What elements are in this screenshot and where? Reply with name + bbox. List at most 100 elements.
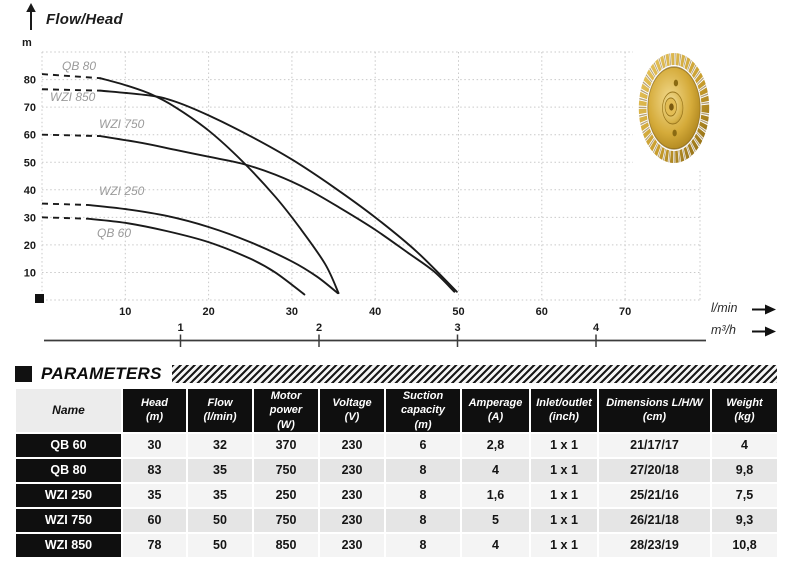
table-row-qb-60: QB 60 30 32 370 230 6 2,8 1 x 1 21/17/17 4 — [16, 433, 777, 457]
value-cell-voltage: 230 — [320, 458, 384, 482]
table-row-qb-80: QB 80 83 35 750 230 8 4 1 x 1 27/20/18 9,8 — [16, 458, 777, 482]
curve-label-wzi-750: WZI 750 — [99, 117, 145, 131]
y-tick-label: 20 — [24, 240, 36, 252]
value-cell-head: 78 — [123, 533, 186, 557]
table-header: Name Head (m) Flow (l/min) Motor power (W) Volt… — [16, 389, 777, 432]
value-cell-amperage: 4 — [462, 533, 529, 557]
column-header-weight: Weight (kg) — [712, 389, 777, 432]
value-cell-suction-capacity: 8 — [386, 508, 460, 532]
x2-tick-label: 3 — [454, 322, 460, 334]
pump-name-cell: WZI 750 — [16, 508, 121, 532]
table-row-wzi-250: WZI 250 35 35 250 230 8 1,6 1 x 1 25/21/16 7,5 — [16, 483, 777, 507]
curve-wzi-850 — [99, 89, 458, 293]
parameters-table: Name Head (m) Flow (l/min) Motor power (W) Volt… — [14, 387, 779, 559]
column-header-inlet-outlet: Inlet/outlet (inch) — [531, 389, 597, 432]
x-tick-label: 60 — [536, 306, 548, 318]
value-cell-inlet-outlet: 1 x 1 — [531, 533, 597, 557]
brass-impeller-image — [633, 47, 711, 169]
black-square-bullet-icon — [15, 366, 32, 382]
value-cell-head: 83 — [123, 458, 186, 482]
x-axis-primary-unit-label: l/min — [711, 301, 738, 315]
chart-title: Flow/Head — [46, 11, 123, 28]
value-cell-flow: 50 — [188, 508, 252, 532]
value-cell-amperage: 1,6 — [462, 483, 529, 507]
curve-dashed-qb-60 — [41, 216, 88, 220]
y-tick-label: 70 — [24, 102, 36, 114]
column-header-amperage: Amperage (A) — [462, 389, 529, 432]
y-tick-label: 60 — [24, 130, 36, 142]
x-tick-label: 20 — [202, 306, 214, 318]
value-cell-amperage: 5 — [462, 508, 529, 532]
value-cell-inlet-outlet: 1 x 1 — [531, 433, 597, 457]
origin-square-marker — [35, 294, 44, 303]
value-cell-head: 30 — [123, 433, 186, 457]
x-tick-label: 50 — [452, 306, 464, 318]
y-tick-label: 80 — [24, 75, 36, 87]
value-cell-motor-power: 750 — [254, 508, 318, 532]
value-cell-flow: 50 — [188, 533, 252, 557]
value-cell-weight: 4 — [712, 433, 777, 457]
value-cell-motor-power: 370 — [254, 433, 318, 457]
pump-name-cell: QB 60 — [16, 433, 121, 457]
pump-name-cell: WZI 250 — [16, 483, 121, 507]
value-cell-motor-power: 850 — [254, 533, 318, 557]
table-body: QB 60 30 32 370 230 6 2,8 1 x 1 21/17/17 4 QB 80 83… — [16, 433, 777, 557]
x-tick-label: 30 — [286, 306, 298, 318]
value-cell-head: 35 — [123, 483, 186, 507]
value-cell-suction-capacity: 8 — [386, 533, 460, 557]
x-axis-secondary-unit-label: m³/h — [711, 323, 736, 337]
table-row-wzi-850: WZI 850 78 50 850 230 8 4 1 x 1 28/23/19 10,8 — [16, 533, 777, 557]
table-row-wzi-750: WZI 750 60 50 750 230 8 5 1 x 1 26/21/18 9,3 — [16, 508, 777, 532]
value-cell-flow: 35 — [188, 458, 252, 482]
value-cell-weight: 9,8 — [712, 458, 777, 482]
value-cell-dimensions-l-h-w: 25/21/16 — [599, 483, 710, 507]
value-cell-dimensions-l-h-w: 27/20/18 — [599, 458, 710, 482]
x-tick-label: 10 — [119, 306, 131, 318]
value-cell-voltage: 230 — [320, 508, 384, 532]
value-cell-weight: 9,3 — [712, 508, 777, 532]
curve-dashed-wzi-750 — [41, 133, 101, 138]
column-header-dimensions-l-h-w: Dimensions L/H/W (cm) — [599, 389, 710, 432]
hatched-divider-bar — [171, 365, 777, 383]
curve-wzi-250 — [86, 204, 339, 295]
pump-name-cell: WZI 850 — [16, 533, 121, 557]
value-cell-suction-capacity: 8 — [386, 458, 460, 482]
value-cell-suction-capacity: 8 — [386, 483, 460, 507]
right-arrow-icon — [752, 326, 776, 337]
x2-tick-label: 4 — [593, 322, 600, 334]
pump-curves-plot: 10 20 30 40 50 60 70 80 10 20 30 40 50 60 70 1 2 3 4 — [24, 51, 706, 347]
flow-head-chart: 10 20 30 40 50 60 70 80 10 20 30 40 50 60 70 1 2 3 4 Flow/… — [22, 3, 776, 347]
value-cell-flow: 35 — [188, 483, 252, 507]
x-tick-label: 40 — [369, 306, 381, 318]
value-cell-motor-power: 750 — [254, 458, 318, 482]
value-cell-suction-capacity: 6 — [386, 433, 460, 457]
up-arrow-icon — [26, 3, 36, 30]
curve-dashed-wzi-850 — [41, 88, 101, 92]
column-header-suction-capacity: Suction capacity (m) — [386, 389, 460, 432]
value-cell-inlet-outlet: 1 x 1 — [531, 508, 597, 532]
value-cell-weight: 7,5 — [712, 483, 777, 507]
curve-label-wzi-850: WZI 850 — [50, 90, 96, 104]
parameters-title: PARAMETERS — [41, 364, 162, 383]
curve-dashed-qb-80 — [41, 73, 101, 80]
y-tick-label: 50 — [24, 157, 36, 169]
value-cell-amperage: 2,8 — [462, 433, 529, 457]
value-cell-weight: 10,8 — [712, 533, 777, 557]
y-tick-label: 40 — [24, 185, 36, 197]
value-cell-dimensions-l-h-w: 26/21/18 — [599, 508, 710, 532]
column-header-motor-power: Motor power (W) — [254, 389, 318, 432]
curve-wzi-750 — [99, 135, 456, 293]
value-cell-motor-power: 250 — [254, 483, 318, 507]
parameters-header-bar: PARAMETERS — [15, 364, 777, 384]
column-header-voltage: Voltage (V) — [320, 389, 384, 432]
value-cell-voltage: 230 — [320, 433, 384, 457]
x-tick-label: 70 — [619, 306, 631, 318]
value-cell-dimensions-l-h-w: 21/17/17 — [599, 433, 710, 457]
y-tick-label: 10 — [24, 267, 36, 279]
value-cell-voltage: 230 — [320, 533, 384, 557]
column-header-flow: Flow (l/min) — [188, 389, 252, 432]
table-header-row: Name Head (m) Flow (l/min) Motor power (W) Volt… — [16, 389, 777, 432]
value-cell-amperage: 4 — [462, 458, 529, 482]
x2-tick-label: 1 — [177, 322, 183, 334]
